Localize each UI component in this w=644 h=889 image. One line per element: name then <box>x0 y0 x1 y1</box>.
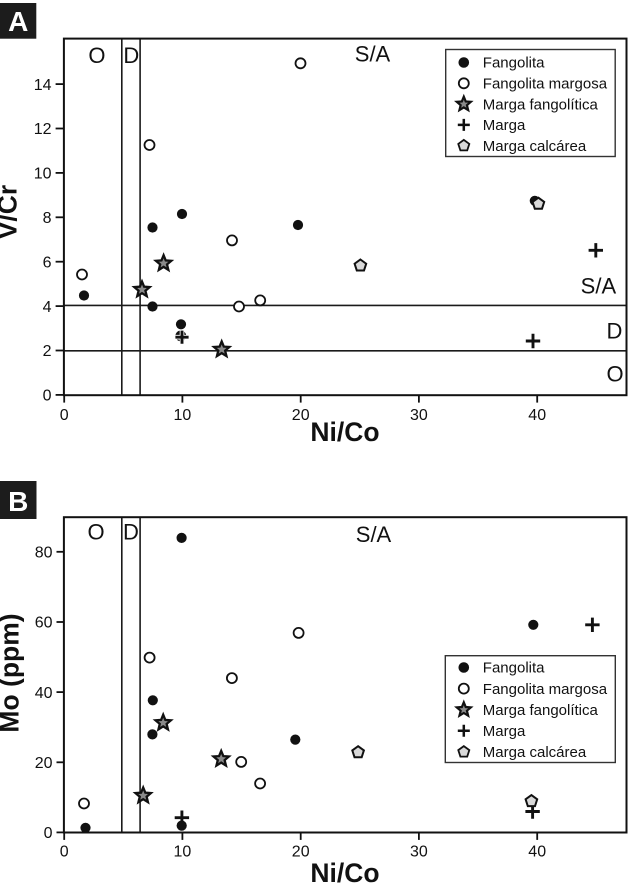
svg-text:2: 2 <box>43 343 52 360</box>
svg-text:A: A <box>8 6 28 37</box>
svg-text:12: 12 <box>34 121 52 138</box>
svg-text:8: 8 <box>43 210 52 227</box>
svg-text:Marga calcárea: Marga calcárea <box>483 744 587 761</box>
svg-text:20: 20 <box>292 844 310 861</box>
svg-text:Fangolita margosa: Fangolita margosa <box>483 76 608 93</box>
svg-text:10: 10 <box>34 166 52 183</box>
svg-text:4: 4 <box>43 299 52 316</box>
svg-text:10: 10 <box>174 407 192 424</box>
svg-text:B: B <box>8 486 28 517</box>
svg-text:O: O <box>606 362 623 387</box>
svg-text:40: 40 <box>528 407 546 424</box>
svg-text:30: 30 <box>410 844 428 861</box>
svg-text:Fangolita: Fangolita <box>483 55 545 72</box>
svg-text:Marga fangolítica: Marga fangolítica <box>483 702 599 719</box>
svg-text:O: O <box>87 520 104 545</box>
svg-text:Marga: Marga <box>483 723 526 740</box>
svg-text:60: 60 <box>35 615 53 632</box>
svg-text:0: 0 <box>44 825 53 842</box>
svg-text:Fangolita margosa: Fangolita margosa <box>483 681 608 698</box>
svg-text:10: 10 <box>174 844 192 861</box>
svg-text:Ni/Co: Ni/Co <box>310 417 379 447</box>
svg-text:O: O <box>88 43 105 68</box>
svg-text:20: 20 <box>35 755 53 772</box>
svg-text:14: 14 <box>34 77 52 94</box>
svg-text:20: 20 <box>292 407 310 424</box>
svg-text:S/A: S/A <box>356 522 392 547</box>
svg-text:D: D <box>607 319 623 344</box>
svg-text:40: 40 <box>528 844 546 861</box>
svg-text:Mo (ppm): Mo (ppm) <box>0 613 25 732</box>
svg-text:Marga calcárea: Marga calcárea <box>483 138 587 155</box>
svg-text:S/A: S/A <box>581 274 617 299</box>
svg-text:0: 0 <box>60 844 69 861</box>
svg-text:Fangolita: Fangolita <box>483 660 545 677</box>
svg-text:D: D <box>123 43 139 68</box>
svg-text:Marga fangolítica: Marga fangolítica <box>483 96 599 113</box>
svg-text:0: 0 <box>43 388 52 405</box>
svg-text:0: 0 <box>60 407 69 424</box>
svg-text:6: 6 <box>43 254 52 271</box>
svg-text:Ni/Co: Ni/Co <box>310 858 379 888</box>
svg-text:40: 40 <box>35 685 53 702</box>
svg-text:80: 80 <box>35 545 53 562</box>
svg-text:30: 30 <box>410 407 428 424</box>
svg-text:V/Cr: V/Cr <box>0 185 23 240</box>
svg-text:S/A: S/A <box>355 42 391 67</box>
svg-text:Marga: Marga <box>483 117 526 134</box>
svg-text:D: D <box>123 520 139 545</box>
